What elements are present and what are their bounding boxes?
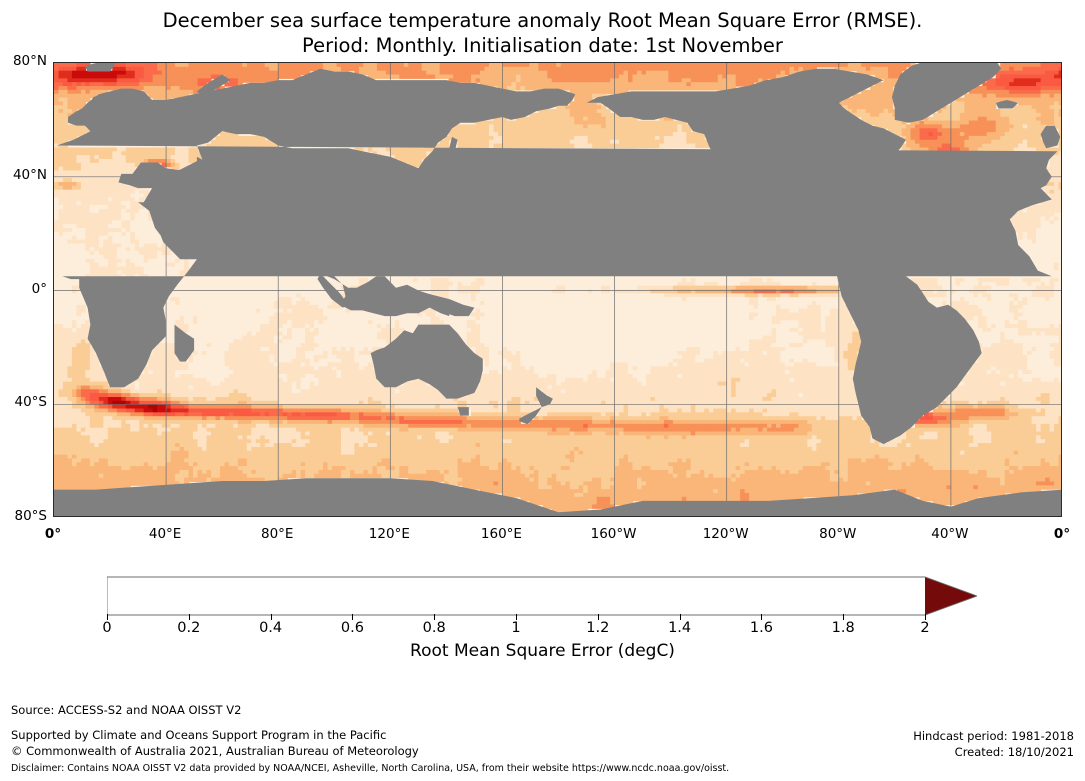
x-tick-4: 160°E — [480, 526, 522, 542]
footer-metadata: Hindcast period: 1981-2018 Created: 18/1… — [913, 729, 1074, 760]
y-tick-3: 40°S — [14, 394, 48, 411]
colorbar — [107, 576, 977, 616]
colorbar-tick-mark-4 — [434, 614, 436, 620]
landmass-japan — [418, 162, 461, 203]
landmass-britain — [1040, 125, 1061, 149]
landmass-papua_cut — [446, 299, 475, 317]
title-line-1: December sea surface temperature anomaly… — [162, 9, 923, 32]
landmass-tasmania — [457, 407, 469, 416]
landmass-iceland — [995, 100, 1019, 109]
footer-disclaimer: Disclaimer: Contains NOAA OISST V2 data … — [11, 763, 730, 774]
landmass-sumatra — [317, 273, 349, 308]
landmass-scandinavia_cut — [76, 94, 125, 126]
landmass-newzealand_s — [519, 407, 542, 425]
footer-copyright: © Commonwealth of Australia 2021, Austra… — [11, 743, 419, 758]
landmass-newzealand_n — [536, 387, 553, 408]
colorbar-tick-9: 1.8 — [831, 620, 855, 636]
x-tick-6: 120°W — [702, 526, 749, 542]
landmass-sakhalin — [446, 136, 458, 160]
x-tick-3: 120°E — [368, 526, 410, 542]
footer-support-line-1: Supported by Climate and Oceans Support … — [11, 728, 387, 742]
x-tick-2: 80°E — [260, 526, 294, 542]
x-tick-8: 40°W — [931, 526, 969, 542]
world-map-plot — [53, 62, 1062, 517]
colorbar-tick-7: 1.4 — [668, 620, 692, 636]
landmass-south_america — [836, 256, 982, 445]
created-date: Created: 18/10/2021 — [954, 744, 1074, 759]
rmse-raster-layer — [54, 63, 1061, 513]
x-tick-0: 0° — [44, 526, 62, 542]
map-canvas — [54, 63, 1061, 516]
y-tick-4: 80°S — [14, 508, 48, 524]
colorbar-tick-3: 0.6 — [340, 620, 364, 636]
hindcast-period: Hindcast period: 1981-2018 — [913, 729, 1074, 743]
colorbar-tick-5: 1 — [511, 620, 521, 636]
x-tick-9: 0° — [1053, 526, 1071, 542]
colorbar-over-arrow — [925, 577, 977, 615]
colorbar-tick-mark-7 — [679, 614, 681, 620]
colorbar-tick-mark-1 — [188, 614, 190, 620]
landmass-cuba — [836, 225, 859, 234]
colorbar-tick-6: 1.2 — [586, 620, 610, 636]
footer-source: Source: ACCESS-S2 and NOAA OISST V2 — [11, 703, 242, 717]
x-tick-7: 80°W — [819, 526, 857, 542]
footer-support: Supported by Climate and Oceans Support … — [11, 728, 419, 759]
landmass-novaya — [196, 74, 231, 98]
colorbar-tick-mark-8 — [761, 614, 763, 620]
colorbar-tick-0: 0 — [102, 620, 112, 636]
colorbar-outline — [107, 576, 977, 616]
colorbar-tick-mark-9 — [843, 614, 845, 620]
chart-title: December sea surface temperature anomaly… — [0, 8, 1085, 59]
landmass-antarctica — [54, 478, 1061, 516]
landmass-australia — [370, 324, 483, 399]
landmass-svalbard — [84, 63, 116, 72]
colorbar-tick-4: 0.8 — [422, 620, 446, 636]
y-tick-0: 80°N — [12, 53, 47, 69]
y-tick-2: 0° — [31, 280, 47, 297]
colorbar-tick-mark-0 — [107, 614, 108, 620]
title-line-2: Period: Monthly. Initialisation date: 1s… — [302, 34, 783, 58]
colorbar-tick-1: 0.2 — [177, 620, 201, 636]
colorbar-tick-mark-3 — [352, 614, 354, 620]
colorbar-tick-mark-5 — [516, 614, 517, 620]
colorbar-tick-mark-10 — [925, 614, 926, 620]
x-tick-5: 160°W — [590, 526, 637, 542]
landmass-greenland — [892, 63, 1002, 123]
landmass-madagascar — [174, 324, 195, 362]
y-tick-1: 40°N — [12, 166, 47, 183]
landmass-borneo_indo — [320, 273, 450, 317]
colorbar-axis-label: Root Mean Square Error (degC) — [410, 641, 675, 661]
landmass-india_tip — [250, 219, 301, 268]
x-tick-1: 40°E — [148, 526, 182, 542]
landmass-africa_eurasia — [56, 68, 1061, 388]
colorbar-tick-8: 1.6 — [749, 620, 773, 636]
colorbar-swatches — [107, 576, 977, 616]
colorbar-tick-mark-2 — [270, 614, 272, 620]
colorbar-tick-mark-6 — [597, 614, 599, 620]
colorbar-tick-10: 2 — [920, 620, 930, 636]
colorbar-tick-2: 0.4 — [259, 620, 283, 636]
land-layer — [54, 63, 1061, 516]
landmass-north_america — [586, 68, 906, 268]
landmass-philippines — [387, 239, 408, 271]
